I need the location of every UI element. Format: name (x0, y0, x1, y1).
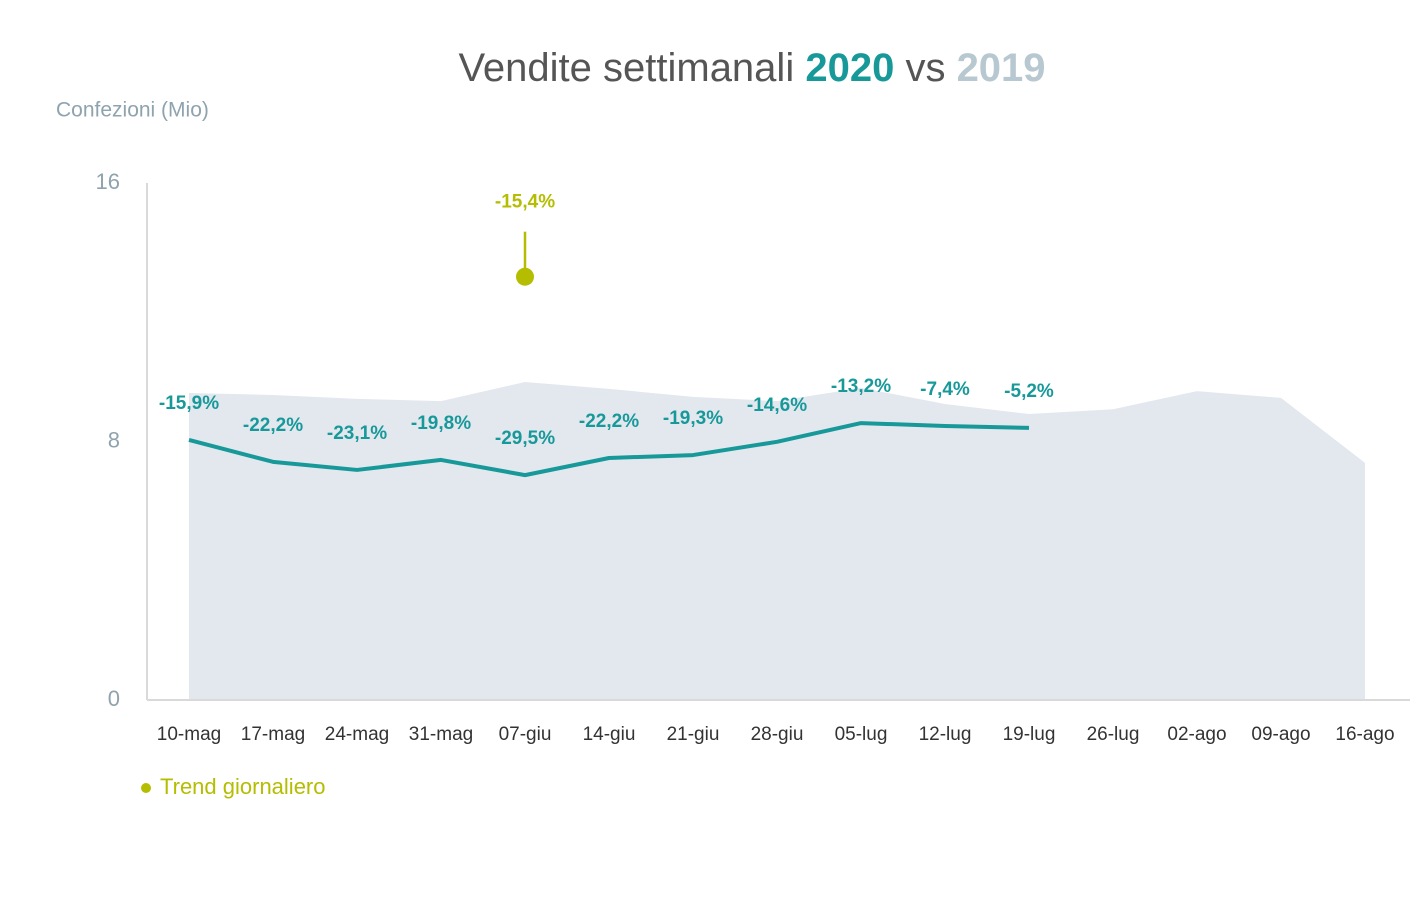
data-label: -13,2% (831, 376, 891, 397)
x-tick-label: 16-ago (1335, 724, 1394, 745)
data-label: -22,2% (243, 415, 303, 436)
chart-title: Vendite settimanali 2020 vs 2019 (458, 46, 1045, 90)
x-tick-label: 09-ago (1251, 724, 1310, 745)
area-2019 (189, 382, 1365, 700)
x-tick-label: 14-giu (583, 724, 636, 745)
x-tick-label: 28-giu (751, 724, 804, 745)
data-label: -23,1% (327, 423, 387, 444)
x-tick-label: 02-ago (1167, 724, 1226, 745)
x-tick-label: 26-lug (1087, 724, 1140, 745)
data-label: -7,4% (920, 379, 970, 400)
y-tick-label: 8 (108, 427, 120, 452)
legend-label: Trend giornaliero (160, 774, 326, 799)
title-part: vs (905, 46, 945, 90)
x-tick-label: 05-lug (835, 724, 888, 745)
x-tick-label: 24-mag (325, 724, 389, 745)
data-label: -14,6% (747, 395, 807, 416)
x-tick-label: 21-giu (667, 724, 720, 745)
data-label: -22,2% (579, 411, 639, 432)
trend-label: -15,4% (495, 192, 555, 213)
line-2020 (188, 421, 1030, 478)
trend-point (516, 267, 534, 286)
data-label: -19,8% (411, 413, 471, 434)
y-tick-label: 0 (108, 686, 120, 711)
title-part: 2020 (805, 46, 894, 90)
x-tick-label: 19-lug (1003, 724, 1056, 745)
y-tick-label: 16 (96, 169, 120, 194)
title-part: Vendite settimanali (458, 46, 794, 90)
x-tick-label: 10-mag (157, 724, 221, 745)
x-tick-label: 31-mag (409, 724, 473, 745)
y-axis-label: Confezioni (Mio) (56, 99, 209, 122)
data-label: -19,3% (663, 408, 723, 429)
x-tick-label: 17-mag (241, 724, 305, 745)
data-label: -15,9% (159, 393, 219, 414)
data-label: -5,2% (1004, 381, 1054, 402)
data-label: -29,5% (495, 428, 555, 449)
x-tick-label: 07-giu (499, 724, 552, 745)
title-part: 2019 (957, 46, 1046, 90)
legend-dot (141, 783, 151, 793)
x-tick-label: 12-lug (919, 724, 972, 745)
